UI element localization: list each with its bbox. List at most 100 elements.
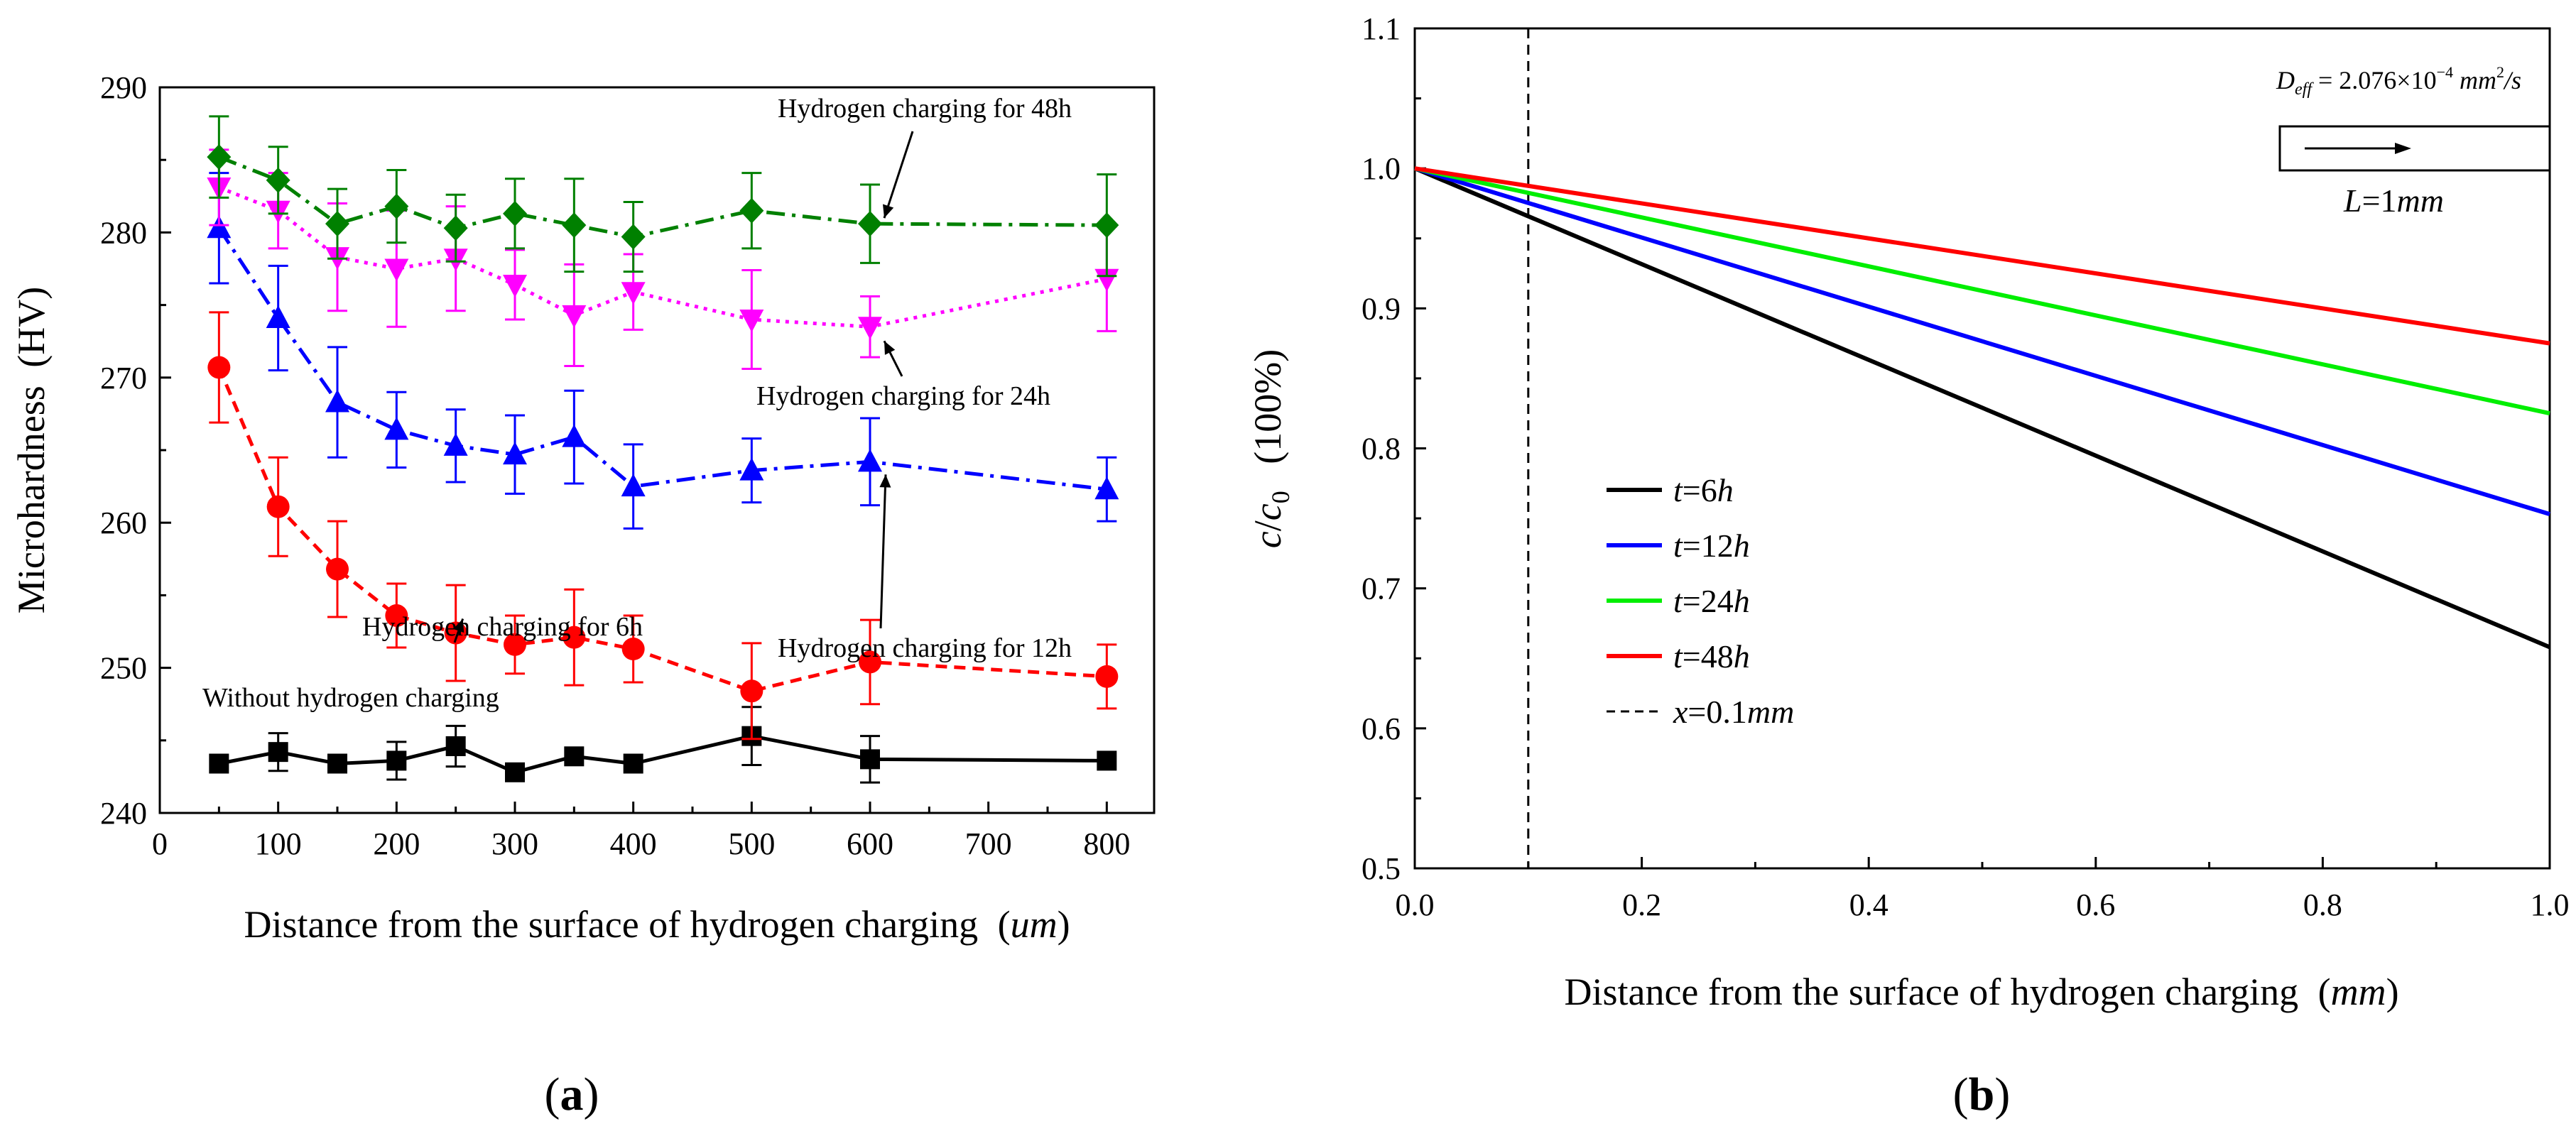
- data-point-circle: [621, 638, 645, 661]
- x-tick-label-b: 0.8: [2303, 888, 2342, 922]
- data-point-diamond: [562, 212, 587, 239]
- y-tick-label-b: 0.9: [1362, 291, 1401, 326]
- annotation-series: Hydrogen charging for 6h: [362, 612, 643, 642]
- data-point-circle: [504, 633, 526, 656]
- y-axis-unit-b: (100%): [1246, 349, 1289, 464]
- annotation-arrowhead: [882, 204, 894, 219]
- diffusion-formula: Deff = 2.076×10−4 mm2/s: [2276, 63, 2521, 99]
- y-axis-label-slash: /: [1246, 520, 1289, 531]
- annotation-arrow: [883, 131, 914, 219]
- series-line-t-24h: [1414, 166, 2550, 416]
- data-point-square: [505, 762, 525, 782]
- x-axis-label-a: Distance from the surface of hydrogen ch…: [244, 903, 1070, 946]
- x-tick-label-a: 400: [610, 826, 657, 861]
- y-tick-label-b: 0.7: [1362, 572, 1401, 606]
- series-hydrogen-charging-for-48h: [207, 115, 1119, 278]
- data-point-triangle-down: [384, 258, 409, 282]
- y-axis-label-a: Microhardness (HV): [10, 287, 53, 613]
- data-point-square: [327, 753, 347, 774]
- series-line-t-6h: [1413, 166, 2551, 650]
- y-axis-label-sub: 0: [1266, 491, 1295, 503]
- data-point-square: [386, 750, 407, 771]
- data-point-diamond: [739, 197, 764, 224]
- data-point-diamond: [503, 200, 527, 226]
- annotation-arrow: [879, 474, 887, 629]
- series-hydrogen-charging-for-6h: [207, 311, 1119, 741]
- x-axis-unit-close: ): [1058, 903, 1070, 946]
- data-point-circle: [207, 356, 231, 379]
- series-line: [218, 155, 1107, 239]
- annotation-arrowhead: [884, 341, 896, 355]
- panel-label-b: (b): [1953, 1069, 2011, 1120]
- y-tick-label-a: 290: [100, 70, 147, 105]
- data-point-circle: [563, 626, 586, 649]
- data-point-triangle-up: [443, 432, 468, 456]
- chart-a: 0 100 200 300 400 500 600 700 800 240 250 260 270 280…: [10, 70, 1156, 1120]
- y-tick-label-a: 280: [100, 215, 147, 250]
- data-point-triangle-up: [503, 442, 527, 465]
- data-point-circle: [859, 650, 881, 674]
- x-axis-label-text-b: Distance from the surface of hydrogen ch…: [1564, 971, 2298, 1013]
- data-point-circle: [1095, 665, 1119, 688]
- y-tick-label-b: 1.1: [1362, 11, 1401, 46]
- x-tick-label-a: 700: [965, 826, 1012, 861]
- plot-frame-a: [158, 86, 1156, 814]
- x-tick-label-a: 500: [728, 826, 775, 861]
- y-tick-label-b: 0.5: [1362, 851, 1401, 886]
- data-point-diamond: [621, 224, 646, 250]
- annotation-series: Hydrogen charging for 12h: [778, 633, 1072, 663]
- series-line-t-48h: [1414, 166, 2550, 346]
- data-point-square: [268, 742, 288, 763]
- data-point-triangle-up: [325, 389, 349, 413]
- data-point-diamond: [384, 193, 409, 219]
- x-tick-label-a: 800: [1083, 826, 1130, 861]
- data-point-circle: [740, 679, 763, 703]
- y-axis-label-c0: c: [1246, 503, 1289, 520]
- y-axis-label-c: c: [1246, 531, 1289, 548]
- y-tick-label-a: 270: [100, 361, 147, 395]
- y-tick-label-b: 0.6: [1362, 711, 1401, 746]
- data-point-diamond: [207, 144, 232, 170]
- y-tick-label-a: 250: [100, 651, 147, 686]
- data-point-square: [1097, 750, 1117, 771]
- chart-b: 0.0 0.2 0.4 0.6 0.8 1.00.50.60.70.80.91.01.1 …: [1246, 11, 2570, 1120]
- legend-label: t=48h: [1673, 638, 1750, 674]
- x-tick-label-a: 300: [491, 826, 538, 861]
- legend-label: t=12h: [1673, 528, 1750, 564]
- data-point-diamond: [443, 215, 468, 241]
- data-point-square: [564, 746, 585, 767]
- annotation-arrowhead: [453, 618, 464, 633]
- x-tick-label-b: 0.2: [1622, 888, 1661, 922]
- data-point-circle: [266, 495, 290, 518]
- series-without-hydrogen-charging: [209, 706, 1117, 784]
- data-point-triangle-up: [1094, 476, 1119, 500]
- x-axis-unit-close-b: ): [2386, 971, 2399, 1013]
- annotation-series: Hydrogen charging for 48h: [778, 94, 1072, 124]
- legend-label: x=0.1mm: [1673, 694, 1794, 730]
- series-line-t-12h: [1414, 166, 2550, 517]
- data-point-triangle-down: [1094, 268, 1119, 292]
- data-point-triangle-down: [503, 274, 527, 297]
- data-point-triangle-down: [858, 317, 882, 340]
- x-tick-label-a: 100: [255, 826, 302, 861]
- inset-sample-box: [2278, 125, 2551, 172]
- x-axis-unit-b: mm: [2331, 971, 2386, 1013]
- x-tick-label-a: 200: [373, 826, 420, 861]
- legend-label: t=6h: [1673, 472, 1734, 508]
- x-axis-unit: um: [1011, 903, 1058, 946]
- annotation-without: Without hydrogen charging: [202, 683, 499, 713]
- plot-frame-b: [1413, 27, 2551, 870]
- data-point-diamond: [325, 211, 349, 237]
- y-tick-label-a: 260: [100, 506, 147, 540]
- data-point-circle: [326, 557, 349, 581]
- data-point-triangle-down: [562, 305, 587, 328]
- data-point-triangle-down: [621, 282, 646, 305]
- x-tick-label-b: 0.6: [2076, 888, 2115, 922]
- x-tick-label-a: 600: [847, 826, 893, 861]
- panel-label-a: (a): [545, 1069, 599, 1120]
- data-point-square: [860, 749, 880, 770]
- data-point-diamond: [266, 167, 290, 193]
- series-hydrogen-charging-for-12h: [207, 172, 1119, 530]
- y-axis-unit: (HV): [10, 287, 53, 368]
- y-tick-label-a: 240: [100, 796, 147, 831]
